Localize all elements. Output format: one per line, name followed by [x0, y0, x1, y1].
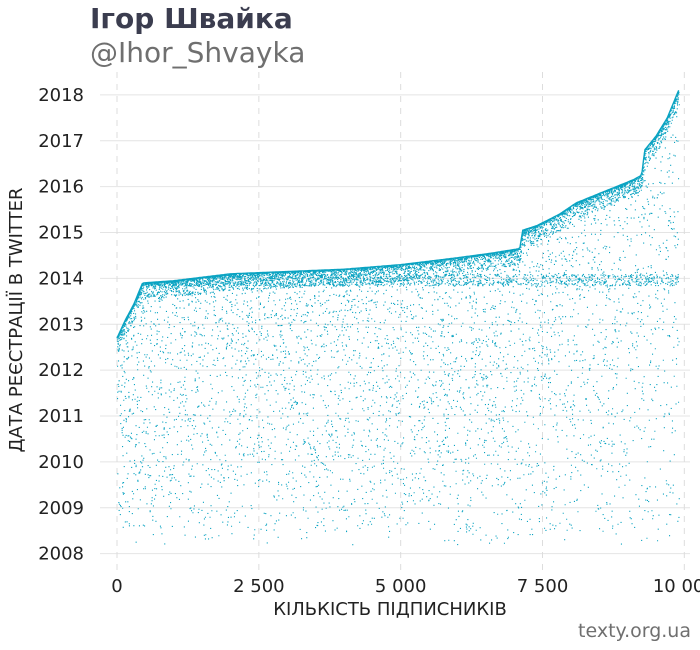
chart-subtitle: @Ihor_Shvayka — [90, 36, 306, 69]
x-axis-ticks: 0 2 500 5 000 7 500 10 000 — [111, 576, 700, 597]
y-tick-label: 2010 — [38, 452, 84, 473]
x-tick-label: 5 000 — [375, 576, 427, 597]
x-axis-label: КІЛЬКІСТЬ ПІДПИСНИКІВ — [273, 599, 507, 620]
y-tick-label: 2018 — [38, 85, 84, 106]
y-tick-label: 2011 — [38, 406, 84, 427]
chart-title: Ігор Швайка — [90, 2, 293, 35]
grid — [100, 72, 690, 572]
x-tick-label: 7 500 — [517, 576, 569, 597]
y-tick-label: 2015 — [38, 223, 84, 244]
x-tick-label: 0 — [111, 576, 122, 597]
y-tick-label: 2016 — [38, 177, 84, 198]
y-tick-label: 2012 — [38, 360, 84, 381]
y-tick-label: 2013 — [38, 314, 84, 335]
y-axis-ticks: 2008 2009 2010 2011 2012 2013 2014 2015 2016 2017… — [38, 85, 84, 565]
y-tick-label: 2008 — [38, 544, 84, 565]
source-label: texty.org.ua — [578, 620, 691, 642]
x-tick-label: 10 000 — [653, 576, 700, 597]
y-tick-label: 2009 — [38, 498, 84, 519]
scatter-points — [116, 90, 680, 546]
y-tick-label: 2017 — [38, 131, 84, 152]
x-tick-label: 2 500 — [233, 576, 285, 597]
follower-points — [116, 91, 680, 546]
y-tick-label: 2014 — [38, 268, 84, 289]
envelope-edge — [116, 90, 680, 339]
y-axis-label: ДАТА РЕЄСТРАЦІЇ В TWITTER — [6, 188, 27, 453]
